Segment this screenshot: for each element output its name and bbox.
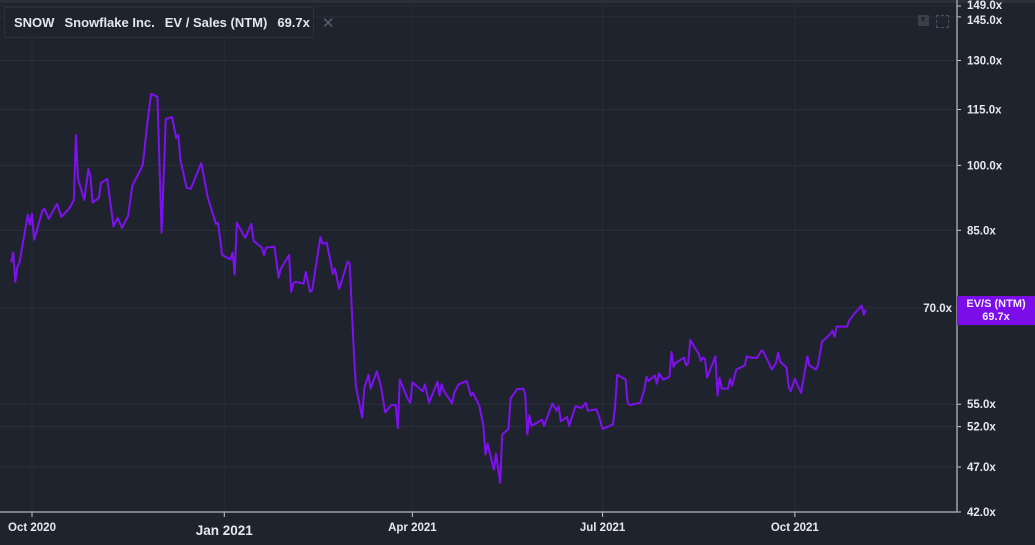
x-tick-label: Apr 2021 — [388, 522, 437, 534]
y-tick-label: 55.0x — [967, 399, 996, 411]
x-tick-label: Jan 2021 — [196, 523, 254, 538]
last-value-number: 69.7x — [982, 311, 1010, 323]
last-value-label: EV/S (NTM) 69.7x — [957, 296, 1035, 325]
y-tick-label: 130.0x — [967, 56, 1003, 68]
legend-company: Snowflake Inc. — [64, 15, 155, 30]
y-tick-label: 70.0x — [923, 303, 952, 315]
x-tick-label: Oct 2020 — [8, 522, 56, 534]
series-line — [10, 92, 867, 484]
legend-ticker: SNOW — [14, 15, 55, 30]
y-tick-label: 145.0x — [967, 15, 1003, 27]
series-layer — [10, 92, 867, 484]
legend-metric: EV / Sales (NTM) — [164, 15, 268, 30]
y-tick-label: 52.0x — [967, 422, 996, 434]
y-tick-label: 47.0x — [967, 462, 996, 474]
y-tick-label: 85.0x — [967, 225, 996, 237]
download-icon[interactable] — [918, 15, 929, 26]
legend[interactable]: SNOW Snowflake Inc. EV / Sales (NTM) 69.… — [4, 7, 334, 38]
expand-icon[interactable] — [936, 15, 949, 28]
y-tick-label: 42.0x — [967, 507, 996, 519]
x-tick-label: Jul 2021 — [580, 522, 626, 534]
top-border — [0, 0, 1035, 3]
legend-value: 69.7x — [277, 15, 310, 30]
last-value-title: EV/S (NTM) — [966, 298, 1026, 310]
y-tick-label: 115.0x — [967, 105, 1002, 117]
axes: 149.0x 145.0x 130.0x 115.0x 100.0x 85.0x 70.0x… — [0, 0, 1003, 538]
close-icon[interactable]: ✕ — [321, 14, 335, 32]
y-tick-label: 100.0x — [967, 160, 1003, 172]
x-tick-label: Oct 2021 — [771, 522, 820, 534]
y-tick-label: 149.0x — [967, 0, 1003, 12]
gridlines — [0, 5, 957, 513]
